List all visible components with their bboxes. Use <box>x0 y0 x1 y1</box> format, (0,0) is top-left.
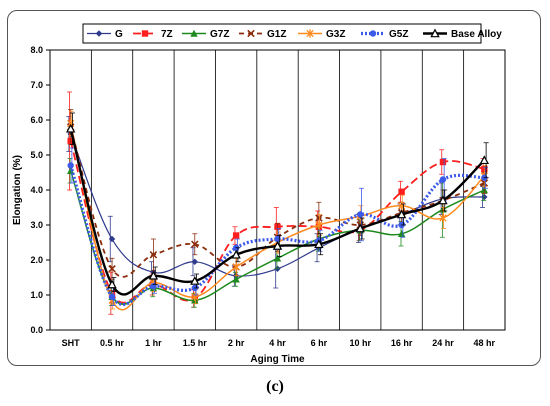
legend-marker-7z <box>141 30 149 37</box>
legend-marker-g5z <box>369 30 377 37</box>
data-point-g3z <box>315 220 323 230</box>
legend-label-g3z: G3Z <box>326 29 345 40</box>
data-point-base-alloy <box>107 279 117 289</box>
legend-box <box>82 23 482 44</box>
x-tick-label: 0.5 hr <box>100 338 125 348</box>
data-point-g7z <box>273 254 282 262</box>
x-tick-label: 4 hr <box>269 338 286 348</box>
elongation-chart: 0.0 1.0 2.0 3.0 4.0 5.0 6.0 7.0 8.0 SHT 0.5 hr 1 hr… <box>12 23 506 365</box>
y-tick-label: 5.0 <box>30 150 43 160</box>
data-point-g <box>108 235 116 243</box>
data-point-base-alloy <box>65 123 76 133</box>
data-point-7z <box>232 232 240 239</box>
y-tick-label: 2.0 <box>30 255 43 265</box>
data-point-g5z <box>150 283 157 290</box>
data-point-base-alloy <box>479 155 490 165</box>
data-point-g1z <box>315 214 323 222</box>
data-point-g3z <box>439 213 447 223</box>
data-point-g5z <box>357 211 364 218</box>
data-point-base-alloy <box>272 241 283 250</box>
data-point-base-alloy <box>355 223 365 233</box>
y-tick-label: 0.0 <box>30 325 43 335</box>
data-point-base-alloy <box>314 239 324 249</box>
legend-label-g5z: G5Z <box>389 29 408 40</box>
legend-marker-g <box>95 30 103 37</box>
x-tick-label: 16 hr <box>391 338 413 348</box>
x-tick-label: SHT <box>62 338 81 348</box>
x-tick-label: 1 hr <box>145 338 162 348</box>
legend-label-base-alloy: Base Alloy <box>451 29 502 40</box>
legend-marker-base-alloy <box>430 28 440 38</box>
y-tick-label: 4.0 <box>30 185 43 195</box>
data-point-g7z <box>232 275 240 283</box>
y-tick-label: 7.0 <box>30 80 43 90</box>
legend-marker-g7z <box>190 29 198 37</box>
x-tick-label: 10 hr <box>349 338 371 348</box>
data-point-g <box>481 193 488 201</box>
data-point-g5z <box>439 176 447 183</box>
data-point-g3z <box>232 262 240 272</box>
y-axis-title: Elongation (%) <box>12 155 23 225</box>
series-line-7z <box>69 140 485 304</box>
x-axis-title: Aging Time <box>250 354 305 365</box>
data-point-base-alloy <box>148 270 159 280</box>
data-point-7z <box>398 188 405 195</box>
legend-marker-g3z <box>306 29 314 38</box>
data-point-g1z <box>149 250 158 259</box>
legend-label-g1z: G1Z <box>267 29 286 40</box>
series-line-g3z <box>69 123 485 311</box>
data-point-base-alloy <box>231 249 241 259</box>
legend-label-g: G <box>115 29 123 40</box>
data-point-g1z <box>191 240 199 249</box>
data-point-base-alloy <box>396 209 407 219</box>
data-point-g7z <box>397 230 406 237</box>
data-point-base-alloy <box>438 195 448 205</box>
y-tick-label: 3.0 <box>30 220 43 230</box>
y-tick-label: 6.0 <box>30 115 43 125</box>
data-point-7z <box>481 165 488 173</box>
plot-area <box>49 49 506 331</box>
series-line-g5z <box>69 165 485 306</box>
legend-marker-g1z <box>247 29 255 38</box>
panel-label-text: (c) <box>266 378 284 395</box>
x-tick-label: 1.5 hr <box>183 338 208 348</box>
legend-label-g7z: G7Z <box>210 29 229 40</box>
series-line-base-alloy <box>69 128 486 296</box>
y-tick-label: 1.0 <box>30 290 43 300</box>
data-point-g <box>191 258 198 265</box>
y-tick-label: 8.0 <box>30 45 43 55</box>
data-point-7z <box>439 158 447 166</box>
data-point-g1z <box>480 179 489 187</box>
data-point-g1z <box>108 264 116 273</box>
x-tick-label: 48 hr <box>474 338 496 348</box>
panel-label: (c) <box>0 378 550 396</box>
data-point-g5z <box>67 162 74 169</box>
x-tick-label: 6 hr <box>311 338 328 348</box>
data-point-base-alloy <box>190 276 200 285</box>
data-point-g5z <box>108 293 116 300</box>
legend-label-7z: 7Z <box>161 29 173 40</box>
x-tick-label: 24 hr <box>432 338 454 348</box>
x-tick-label: 2 hr <box>228 338 245 348</box>
